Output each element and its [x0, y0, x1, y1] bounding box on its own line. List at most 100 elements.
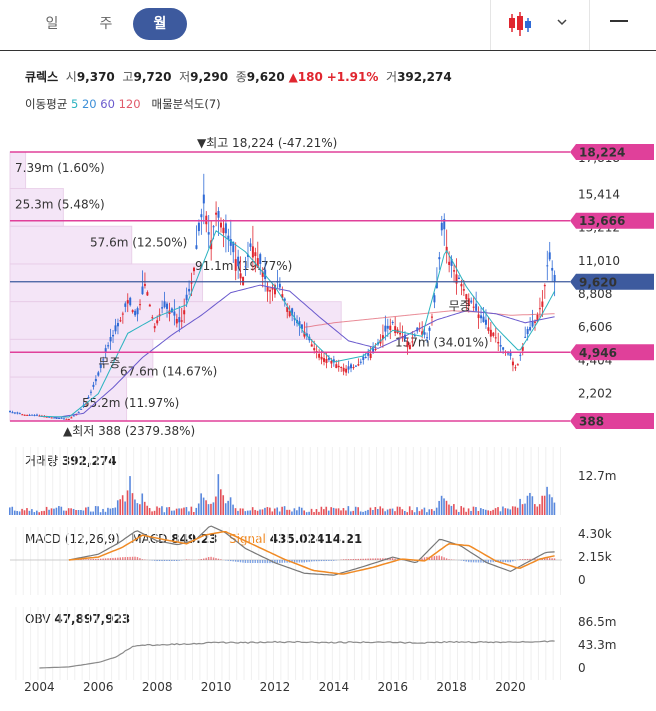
volume-bar — [114, 507, 117, 515]
volume-bar — [394, 511, 396, 515]
volume-bar — [239, 508, 242, 515]
tab-week[interactable]: 주 — [99, 16, 113, 32]
candle-body — [185, 294, 188, 301]
volume-bar — [131, 493, 134, 515]
price-level-tag — [570, 344, 654, 361]
volume-bar — [423, 507, 426, 515]
candle-body — [239, 273, 242, 279]
candle-body — [158, 314, 161, 317]
macd-histogram-bar — [347, 559, 350, 560]
price-change-pct: +1.91% — [326, 70, 379, 84]
volume-bar — [180, 508, 183, 515]
macd-histogram-bar — [158, 559, 161, 562]
macd-histogram-bar — [539, 558, 541, 560]
volume-bar — [26, 508, 28, 515]
volume-bar — [475, 507, 477, 515]
candle-body — [460, 284, 463, 287]
volume-bar — [374, 507, 377, 515]
candle-body — [548, 252, 551, 260]
candle-body — [403, 334, 406, 339]
candle-body — [332, 359, 335, 363]
candle-body — [492, 332, 495, 336]
volume-bar — [67, 508, 70, 515]
macd-histogram-bar — [318, 559, 320, 562]
volume-bar — [546, 486, 548, 515]
volume-bar — [38, 512, 41, 515]
candle-body — [516, 364, 519, 366]
y-tick-label: 0 — [578, 661, 586, 675]
macd-histogram-bar — [156, 559, 158, 562]
volume-bar — [224, 503, 227, 515]
candle-body — [102, 359, 105, 361]
volume-bar — [195, 507, 198, 515]
volume-bar — [399, 506, 401, 515]
volume-bar — [143, 501, 146, 515]
macd-histogram-bar — [225, 559, 227, 561]
candle-body — [31, 414, 34, 416]
macd-histogram-bar — [205, 557, 207, 560]
macd-histogram-bar — [507, 559, 509, 563]
price-level-label: 18,224 — [579, 146, 625, 160]
volume-bar — [345, 510, 347, 515]
candle-body — [335, 364, 338, 369]
macd-histogram-bar — [367, 558, 369, 560]
y-tick-label: 2.15k — [578, 550, 612, 564]
volume-bar — [298, 506, 301, 515]
candle-body — [97, 372, 100, 376]
volume-profile-bar — [9, 151, 27, 190]
candle-body — [173, 311, 176, 316]
candle-body — [273, 285, 276, 295]
macd-histogram-bar — [364, 558, 367, 560]
volume-bar — [433, 510, 436, 515]
volume-bar — [28, 510, 31, 515]
price-level-label: 4,946 — [579, 346, 617, 360]
volume-bar — [342, 508, 345, 515]
ma-legend[interactable]: 이동평균 5 20 60 120 매물분석도(7) — [25, 96, 221, 112]
volume-bar — [21, 508, 23, 515]
candle-body — [80, 408, 83, 410]
volume-bar — [16, 510, 18, 515]
candle-body — [457, 277, 460, 280]
candle-body — [342, 367, 345, 372]
volume-profile-bar — [9, 188, 64, 227]
candle-body — [448, 261, 451, 265]
volume-bar — [151, 511, 153, 515]
candle-body — [367, 351, 370, 356]
tab-month[interactable]: 월 — [133, 8, 187, 40]
price-level-tag — [570, 273, 654, 290]
volume-bar — [330, 507, 332, 515]
macd-histogram-bar — [276, 559, 279, 564]
macd-histogram-bar — [504, 559, 507, 563]
volume-profile-label: 67.6m (14.67%) — [120, 364, 217, 378]
volume-bar — [440, 495, 443, 515]
candle-body — [58, 417, 61, 419]
volume-value: 392,274 — [397, 70, 452, 84]
volume-bar — [134, 499, 136, 515]
candle-body — [504, 351, 507, 353]
candle-body — [521, 346, 524, 351]
macd-histogram-bar — [124, 557, 126, 560]
candle-body — [396, 329, 399, 334]
tab-day[interactable]: 일 — [45, 16, 59, 32]
candle-body — [16, 412, 19, 414]
volume-bar — [416, 507, 418, 515]
open-price: 9,370 — [76, 70, 115, 84]
macd-histogram-bar — [360, 558, 362, 560]
menu-icon[interactable] — [610, 20, 628, 22]
candle-body — [249, 243, 252, 247]
volume-bar — [499, 511, 502, 515]
y-tick-label: 43.3m — [578, 638, 616, 652]
volume-profile-bar — [9, 338, 154, 378]
volume-bar — [23, 510, 26, 515]
candle-body — [308, 336, 311, 341]
volume-bar — [406, 512, 409, 515]
candle-body — [75, 414, 78, 416]
volume-bar — [264, 507, 266, 515]
volume-bar — [153, 510, 156, 515]
candle-body — [266, 286, 269, 292]
volume-bar — [448, 504, 450, 515]
macd-histogram-bar — [212, 557, 215, 560]
candle-body — [305, 333, 308, 337]
macd-histogram-bar — [310, 559, 313, 562]
chart-type-button[interactable] — [500, 10, 580, 40]
